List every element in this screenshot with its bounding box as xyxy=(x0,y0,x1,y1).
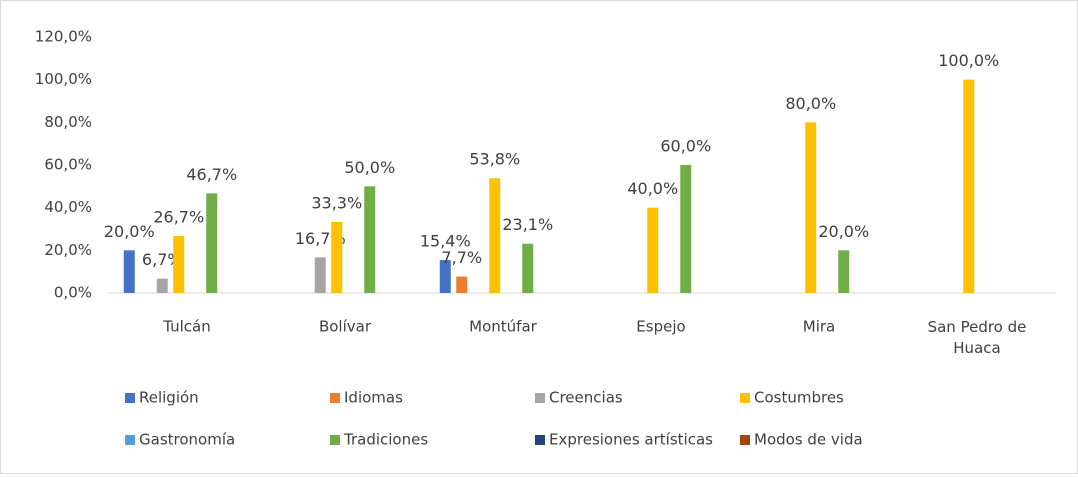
legend-label: Creencias xyxy=(549,389,623,407)
y-tick-label: 60,0% xyxy=(44,156,92,174)
bar xyxy=(489,178,501,293)
data-label: 100,0% xyxy=(938,51,999,70)
bar xyxy=(647,207,659,293)
x-tick-label: Tulcán xyxy=(162,318,211,336)
y-tick-label: 120,0% xyxy=(35,28,92,46)
bar xyxy=(123,250,135,293)
bar xyxy=(680,165,692,293)
legend-swatch xyxy=(535,393,545,403)
data-label: 50,0% xyxy=(344,158,395,177)
bar xyxy=(439,260,451,293)
data-label: 20,0% xyxy=(818,222,869,241)
legend-swatch xyxy=(740,435,750,445)
bar xyxy=(364,186,376,293)
y-tick-label: 100,0% xyxy=(35,70,92,88)
data-label: 6,7% xyxy=(142,250,183,269)
data-label: 26,7% xyxy=(153,208,204,227)
data-label: 80,0% xyxy=(785,94,836,113)
data-label: 23,1% xyxy=(502,215,553,234)
legend-label: Idiomas xyxy=(344,389,403,407)
data-label: 53,8% xyxy=(469,150,520,169)
y-tick-label: 80,0% xyxy=(44,113,92,131)
legend-label: Gastronomía xyxy=(139,431,235,449)
bar xyxy=(963,79,975,294)
x-tick-label: Mira xyxy=(803,318,835,336)
legend-label: Modos de vida xyxy=(754,431,863,449)
y-tick-label: 0,0% xyxy=(54,284,92,302)
bar xyxy=(522,243,534,293)
bar xyxy=(456,276,468,293)
bar xyxy=(173,236,185,293)
y-tick-label: 40,0% xyxy=(44,198,92,216)
data-label: 15,4% xyxy=(420,232,471,251)
legend-label: Costumbres xyxy=(754,389,844,407)
bar xyxy=(156,278,168,293)
legend-label: Religión xyxy=(139,389,199,407)
data-label: 33,3% xyxy=(311,193,362,212)
legend-swatch xyxy=(740,393,750,403)
bar xyxy=(206,193,218,293)
bar xyxy=(838,250,850,293)
x-tick-label: Bolívar xyxy=(319,318,372,336)
legend-swatch xyxy=(330,435,340,445)
x-tick-label: Montúfar xyxy=(469,318,537,336)
legend-swatch xyxy=(125,435,135,445)
legend-swatch xyxy=(535,435,545,445)
legend-label: Tradiciones xyxy=(343,431,428,449)
y-tick-label: 20,0% xyxy=(44,241,92,259)
legend-swatch xyxy=(330,393,340,403)
legend-label: Expresiones artísticas xyxy=(549,431,713,449)
bar xyxy=(314,257,326,293)
x-tick-label: Espejo xyxy=(636,318,685,336)
bar xyxy=(805,122,817,293)
data-label: 60,0% xyxy=(660,137,711,156)
data-label: 7,7% xyxy=(441,248,482,267)
data-label: 40,0% xyxy=(627,179,678,198)
data-label: 20,0% xyxy=(104,222,155,241)
bar xyxy=(331,221,343,293)
legend-swatch xyxy=(125,393,135,403)
x-tick-label: San Pedro de Huaca xyxy=(928,318,1027,357)
data-label: 46,7% xyxy=(186,165,237,184)
